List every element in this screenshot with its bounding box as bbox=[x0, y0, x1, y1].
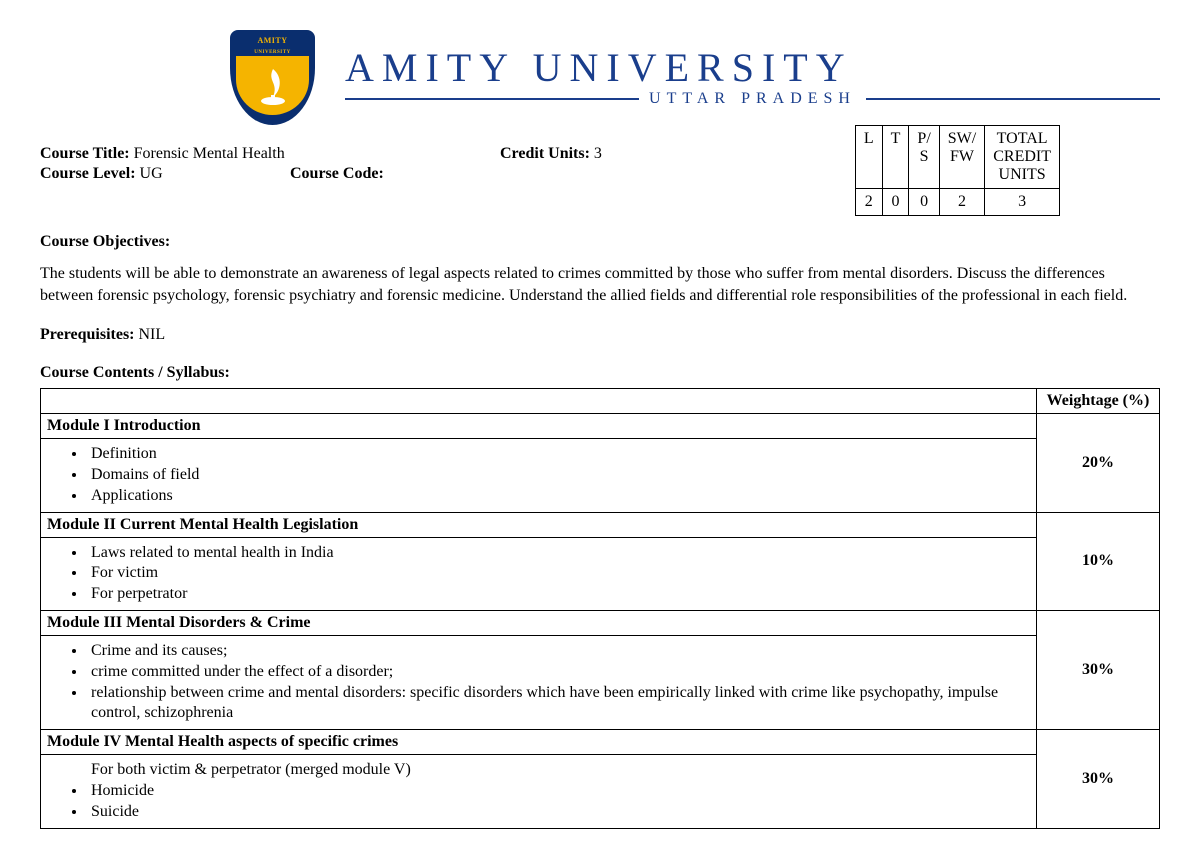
credit-value-PS: 0 bbox=[909, 189, 939, 216]
objectives-heading: Course Objectives: bbox=[40, 233, 1160, 251]
module-4-content: For both victim & perpetrator (merged mo… bbox=[41, 755, 1037, 828]
syllabus-heading: Course Contents / Syllabus: bbox=[40, 364, 1160, 382]
table-row: Module II Current Mental Health Legislat… bbox=[41, 512, 1160, 537]
course-code-label: Course Code: bbox=[290, 165, 384, 182]
credit-value-T: 0 bbox=[882, 189, 909, 216]
objectives-text: The students will be able to demonstrate… bbox=[40, 263, 1160, 306]
module-2-list: Laws related to mental health in India F… bbox=[87, 543, 1030, 605]
divider-left bbox=[345, 98, 639, 100]
list-item: relationship between crime and mental di… bbox=[87, 683, 1030, 725]
prerequisites-label: Prerequisites: bbox=[40, 326, 135, 343]
prerequisites-row: Prerequisites: NIL bbox=[40, 326, 1160, 344]
course-title-label: Course Title: bbox=[40, 145, 130, 162]
list-item: Definition bbox=[87, 444, 1030, 465]
university-name: AMITY UNIVERSITY bbox=[345, 48, 1160, 88]
list-item: Suicide bbox=[87, 802, 1030, 823]
table-row: Module III Mental Disorders & Crime 30% bbox=[41, 610, 1160, 635]
syllabus-empty-header bbox=[41, 389, 1037, 414]
credit-value-total: 3 bbox=[985, 189, 1060, 216]
syllabus-table: Weightage (%) Module I Introduction 20% … bbox=[40, 388, 1160, 828]
list-item: Domains of field bbox=[87, 465, 1030, 486]
list-item: Homicide bbox=[87, 781, 1030, 802]
university-subtitle: UTTAR PRADESH bbox=[649, 90, 856, 108]
course-info-block: L T P/S SW/FW TOTALCREDITUNITS 2 0 0 2 3… bbox=[40, 145, 1160, 829]
module-3-weight: 30% bbox=[1037, 610, 1160, 729]
list-item: For perpetrator bbox=[87, 584, 1030, 605]
credit-units-label: Credit Units: bbox=[500, 145, 590, 162]
divider-right bbox=[866, 98, 1160, 100]
table-row: L T P/S SW/FW TOTALCREDITUNITS bbox=[855, 126, 1059, 189]
module-3-list: Crime and its causes; crime committed un… bbox=[87, 641, 1030, 724]
syllabus-weight-header: Weightage (%) bbox=[1037, 389, 1160, 414]
list-item: crime committed under the effect of a di… bbox=[87, 662, 1030, 683]
credit-header-total: TOTALCREDITUNITS bbox=[985, 126, 1060, 189]
course-level-value: UG bbox=[140, 165, 163, 182]
header: AMITY UNIVERSITY AMITY UNIVERSITY UTTAR … bbox=[40, 30, 1160, 125]
credit-value-L: 2 bbox=[855, 189, 882, 216]
table-row: Crime and its causes; crime committed un… bbox=[41, 635, 1160, 729]
module-1-weight: 20% bbox=[1037, 414, 1160, 512]
module-1-list: Definition Domains of field Applications bbox=[87, 444, 1030, 506]
table-row: Definition Domains of field Applications bbox=[41, 439, 1160, 512]
module-4-list: For both victim & perpetrator (merged mo… bbox=[87, 760, 1030, 822]
credit-header-PS: P/S bbox=[909, 126, 939, 189]
table-row: Module I Introduction 20% bbox=[41, 414, 1160, 439]
university-logo: AMITY UNIVERSITY bbox=[230, 30, 315, 125]
prerequisites-value: NIL bbox=[139, 326, 166, 343]
table-row: Weightage (%) bbox=[41, 389, 1160, 414]
table-row: Module IV Mental Health aspects of speci… bbox=[41, 730, 1160, 755]
logo-text-1: AMITY bbox=[257, 36, 287, 45]
course-level-label: Course Level: bbox=[40, 165, 136, 182]
table-row: Laws related to mental health in India F… bbox=[41, 537, 1160, 610]
module-1-content: Definition Domains of field Applications bbox=[41, 439, 1037, 512]
module-4-weight: 30% bbox=[1037, 730, 1160, 828]
module-1-title: Module I Introduction bbox=[41, 414, 1037, 439]
list-item: Laws related to mental health in India bbox=[87, 543, 1030, 564]
module-2-weight: 10% bbox=[1037, 512, 1160, 610]
table-row: 2 0 0 2 3 bbox=[855, 189, 1059, 216]
shield-emblem bbox=[236, 56, 309, 115]
university-subtitle-row: UTTAR PRADESH bbox=[345, 90, 1160, 108]
module-2-content: Laws related to mental health in India F… bbox=[41, 537, 1037, 610]
list-item: For victim bbox=[87, 563, 1030, 584]
credit-header-SWFW: SW/FW bbox=[939, 126, 984, 189]
course-title-value: Forensic Mental Health bbox=[134, 145, 285, 162]
module-4-lead: For both victim & perpetrator (merged mo… bbox=[87, 760, 1030, 781]
module-4ُ woul-title: Module IV Mental Health aspects of speci… bbox=[41, 730, 1037, 755]
university-title-block: AMITY UNIVERSITY UTTAR PRADESH bbox=[345, 48, 1160, 108]
shield-icon: AMITY UNIVERSITY bbox=[230, 30, 315, 125]
credit-units-table: L T P/S SW/FW TOTALCREDITUNITS 2 0 0 2 3 bbox=[855, 125, 1060, 216]
credit-value-SWFW: 2 bbox=[939, 189, 984, 216]
credit-units-value: 3 bbox=[594, 145, 602, 162]
module-3-title: Module III Mental Disorders & Crime bbox=[41, 610, 1037, 635]
credit-header-L: L bbox=[855, 126, 882, 189]
flame-icon bbox=[253, 63, 293, 108]
credit-header-T: T bbox=[882, 126, 909, 189]
logo-text-2: UNIVERSITY bbox=[254, 50, 290, 55]
shield-top-text: AMITY UNIVERSITY bbox=[236, 34, 309, 54]
list-item: Crime and its causes; bbox=[87, 641, 1030, 662]
list-item: Applications bbox=[87, 486, 1030, 507]
table-row: For both victim & perpetrator (merged mo… bbox=[41, 755, 1160, 828]
module-2-title: Module II Current Mental Health Legislat… bbox=[41, 512, 1037, 537]
module-3-content: Crime and its causes; crime committed un… bbox=[41, 635, 1037, 729]
